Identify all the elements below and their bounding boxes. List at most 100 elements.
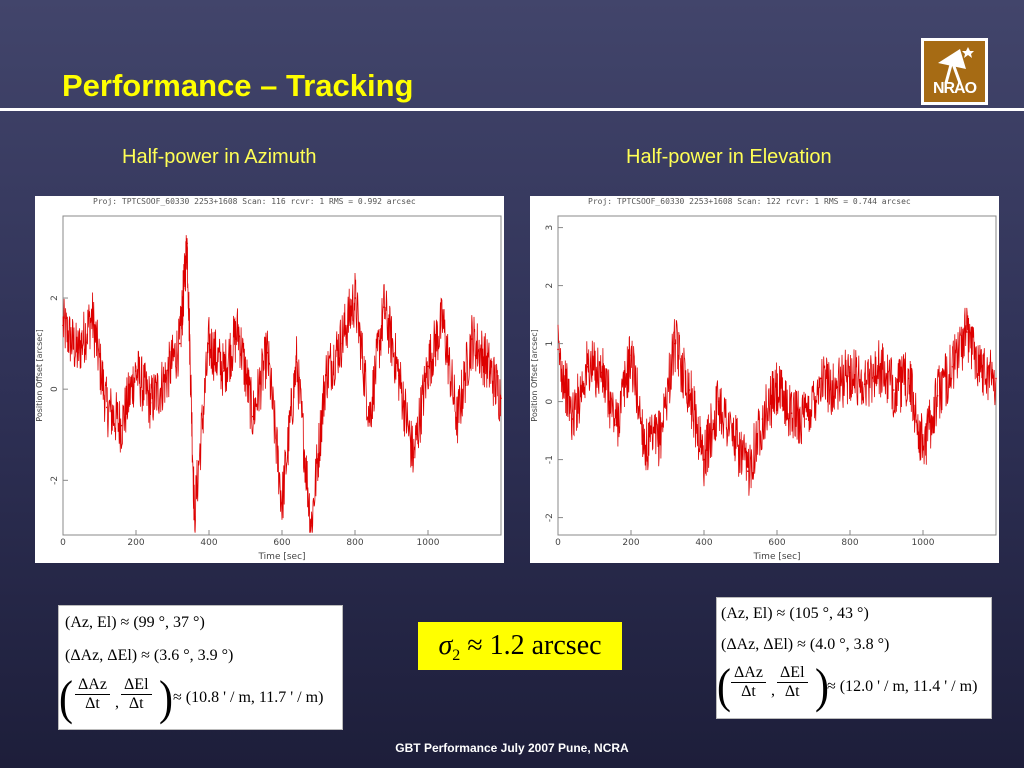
logo-text: NRAO <box>932 80 977 97</box>
az-eq-line3: ≈ (10.8 ' / m, 11.7 ' / m) <box>173 689 324 706</box>
data-point <box>644 447 647 449</box>
data-point <box>412 456 415 459</box>
data-point <box>601 371 603 374</box>
y-axis-label: Position Offset [arcsec] <box>35 329 44 421</box>
data-point <box>805 418 807 420</box>
x-tick-label: 400 <box>695 538 712 548</box>
data-point <box>368 415 371 418</box>
azimuth-equations: (Az, El) ≈ (99 °, 37 °) (ΔAz, ΔEl) ≈ (3.… <box>58 605 343 730</box>
azimuth-subtitle: Half-power in Azimuth <box>122 146 317 168</box>
elevation-plot: Proj: TPTCSOOF_60330 2253+1608 Scan: 122… <box>530 196 999 563</box>
y-tick-label: -2 <box>545 513 555 522</box>
data-point <box>383 306 386 308</box>
x-tick-label: 1000 <box>417 538 440 548</box>
data-point <box>354 297 356 299</box>
data-point <box>120 424 123 427</box>
x-tick-label: 400 <box>200 538 217 548</box>
data-point <box>62 324 64 327</box>
y-tick-label: 2 <box>545 283 555 289</box>
x-tick-label: 0 <box>60 538 66 548</box>
data-point <box>398 374 400 377</box>
data-point <box>310 525 313 527</box>
data-point <box>106 406 108 409</box>
data-trace <box>557 307 997 496</box>
data-point <box>208 342 210 345</box>
slide-footer: GBT Performance July 2007 Pune, NCRA <box>395 741 629 755</box>
data-point <box>485 361 488 363</box>
az-frac1: ΔAz Δt <box>75 676 110 713</box>
data-point <box>281 502 283 504</box>
data-point <box>500 397 502 400</box>
az-eq-line2: (ΔAz, ΔEl) ≈ (3.6 °, 3.9 °) <box>65 647 234 664</box>
data-point <box>761 418 764 420</box>
data-point <box>951 366 953 368</box>
data-point <box>295 361 298 363</box>
data-point <box>76 351 79 354</box>
data-point <box>936 395 939 397</box>
x-axis-label: Time [sec] <box>752 552 800 562</box>
el-frac1-num: ΔAz <box>731 664 766 683</box>
chart-header: Proj: TPTCSOOF_60330 2253+1608 Scan: 122… <box>588 197 911 206</box>
x-tick-label: 800 <box>841 538 858 548</box>
data-point <box>339 342 342 345</box>
data-point <box>456 420 459 422</box>
el-eq-line1: (Az, El) ≈ (105 °, 43 °) <box>721 605 869 622</box>
x-tick-label: 600 <box>273 538 290 548</box>
data-point <box>557 348 559 351</box>
data-point <box>186 242 188 245</box>
y-tick-label: -2 <box>50 476 60 485</box>
x-tick-label: 200 <box>622 538 639 548</box>
el-frac1-den: Δt <box>741 683 756 700</box>
data-point <box>659 435 661 438</box>
el-frac2-den: Δt <box>784 683 800 700</box>
data-point <box>863 383 866 385</box>
data-point <box>717 400 720 403</box>
x-axis-label: Time [sec] <box>257 552 305 562</box>
y-tick-label: -1 <box>545 455 555 464</box>
data-point <box>820 377 822 380</box>
title-divider <box>0 108 1024 111</box>
el-eq-line3: ≈ (12.0 ' / m, 11.4 ' / m) <box>827 678 978 695</box>
data-point <box>790 412 793 414</box>
x-tick-label: 600 <box>768 538 785 548</box>
data-point <box>237 329 239 331</box>
x-tick-label: 0 <box>555 538 561 548</box>
az-frac1-num: ΔAz <box>75 676 110 695</box>
data-point <box>922 447 924 449</box>
y-tick-label: 3 <box>545 225 555 231</box>
data-point <box>776 389 778 391</box>
data-point <box>179 342 181 345</box>
el-frac1: ΔAz Δt <box>731 664 766 701</box>
right-paren: ) <box>815 660 829 714</box>
data-point <box>325 374 327 377</box>
data-point <box>995 377 997 380</box>
data-point <box>91 315 93 318</box>
azimuth-plot: Proj: TPTCSOOF_60330 2253+1608 Scan: 116… <box>35 196 504 563</box>
x-tick-label: 1000 <box>912 538 935 548</box>
y-tick-label: 0 <box>545 398 555 404</box>
x-tick-label: 800 <box>346 538 363 548</box>
el-eq-line2: (ΔAz, ΔEl) ≈ (4.0 °, 3.8 °) <box>721 636 890 653</box>
slide-title: Performance – Tracking <box>62 68 414 103</box>
nrao-logo: NRAO <box>921 38 988 105</box>
x-tick-label: 200 <box>127 538 144 548</box>
data-point <box>471 338 473 340</box>
data-point <box>747 470 749 473</box>
data-trace <box>62 235 502 533</box>
y-axis-label: Position Offset [arcsec] <box>530 329 539 421</box>
data-point <box>703 458 705 461</box>
data-point <box>688 389 691 391</box>
az-frac1-den: Δt <box>85 695 100 712</box>
elevation-subtitle: Half-power in Elevation <box>626 146 832 168</box>
chart-header: Proj: TPTCSOOF_60330 2253+1608 Scan: 116… <box>93 197 416 206</box>
data-point <box>732 435 734 438</box>
nrao-telescope-logo-icon: NRAO <box>924 41 985 102</box>
data-point <box>427 365 429 368</box>
data-point <box>893 389 895 391</box>
data-point <box>571 418 574 420</box>
data-point <box>149 402 152 404</box>
data-point <box>193 515 196 518</box>
data-point <box>849 371 851 374</box>
data-point <box>164 379 166 381</box>
data-point <box>878 366 880 368</box>
